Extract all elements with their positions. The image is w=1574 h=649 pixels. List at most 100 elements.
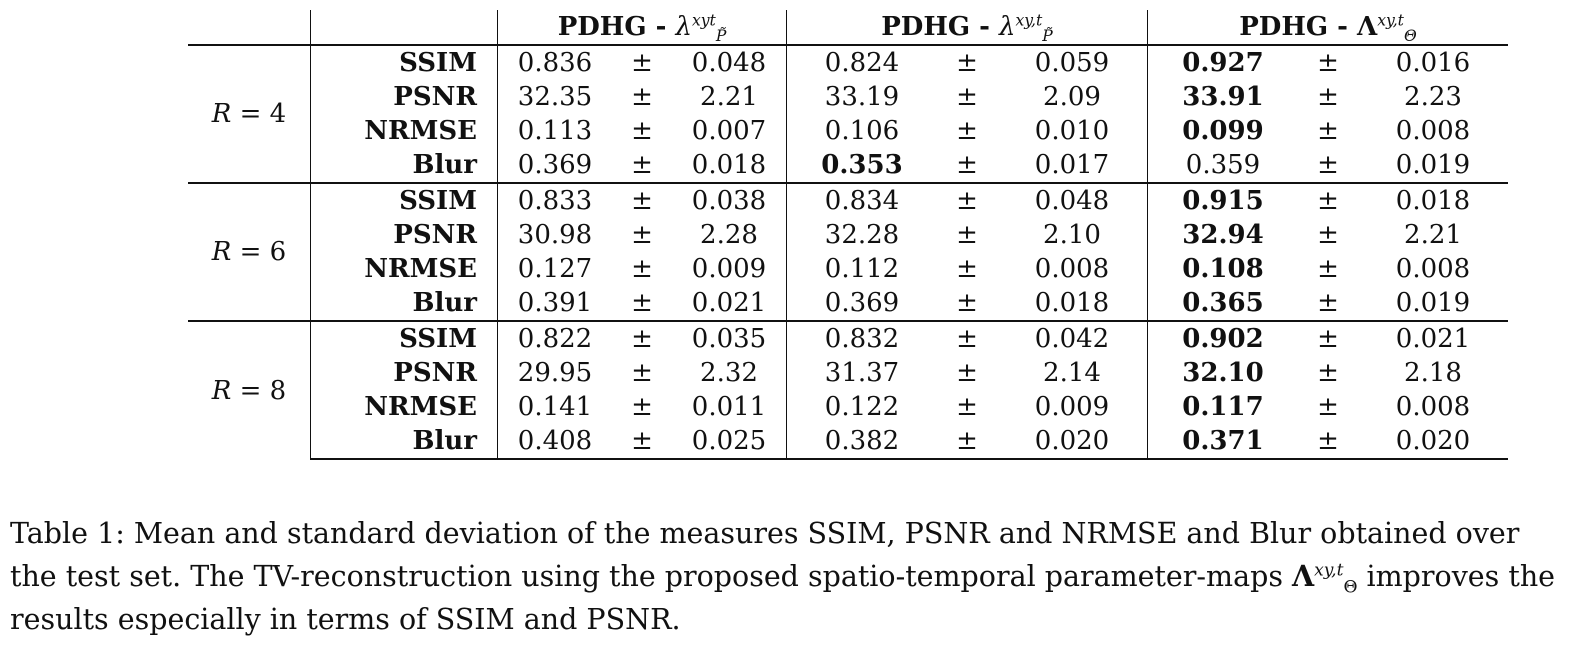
std-value: 0.018 <box>1034 288 1110 318</box>
std-value: 0.048 <box>997 182 1148 218</box>
table-row: PSNR 29.95 ±2.32 31.37 ±2.14 32.10 ±2.18 <box>188 356 1508 390</box>
table-row: NRMSE 0.113 ±0.007 0.106 ±0.010 0.099 ±0.008 <box>188 114 1508 148</box>
std-value: 2.09 <box>1043 82 1101 112</box>
mean-value: 0.391 <box>497 286 612 321</box>
mean-value: 0.359 <box>1147 148 1298 183</box>
mean-value: 0.108 <box>1147 252 1298 286</box>
table-row: NRMSE 0.141 ±0.011 0.122 ±0.009 0.117 ±0.008 <box>188 390 1508 424</box>
std-value: 0.018 <box>1358 182 1508 218</box>
mean-value: 0.127 <box>497 252 612 286</box>
plus-minus-sign: ± <box>1317 82 1339 112</box>
column-header-sub: P̃ <box>1042 27 1053 46</box>
std-value: 0.019 <box>1395 150 1471 180</box>
column-header-2: PDHG - λxy,tP̃ <box>786 10 1148 46</box>
column-header-method: PDHG - <box>557 12 676 42</box>
std-value: 0.009 <box>1034 392 1110 422</box>
column-header-sub: Θ <box>1403 27 1417 46</box>
mean-value: 0.836 <box>497 44 612 80</box>
plus-minus-sign: ± <box>1317 150 1339 180</box>
column-header-sup: xyt <box>691 11 716 30</box>
plus-minus-sign: ± <box>631 220 653 250</box>
std-value: 0.048 <box>672 44 787 80</box>
std-value: 0.017 <box>1034 150 1110 180</box>
std-value: 2.10 <box>1043 220 1101 250</box>
table-caption: Table 1: Mean and standard deviation of … <box>10 512 1566 641</box>
plus-minus-sign: ± <box>1298 182 1358 218</box>
group-label-value: 6 <box>269 237 287 267</box>
caption-text-part2: improves the results especially in terms… <box>10 560 1556 636</box>
table-body: R = 4 SSIM 0.836 ±0.048 0.824 ±0.059 0.927 ±0.0… <box>188 44 1508 460</box>
table-row: NRMSE 0.127 ±0.009 0.112 ±0.008 0.108 ±0.008 <box>188 252 1508 286</box>
table-row: PSNR 32.35 ±2.21 33.19 ±2.09 33.91 ±2.23 <box>188 80 1508 114</box>
std-value: 0.038 <box>672 182 787 218</box>
caption-symbol-sub: Θ <box>1343 577 1358 598</box>
group-label-equals: = <box>231 375 270 406</box>
std-value: 2.21 <box>1404 220 1462 250</box>
std-value: 0.019 <box>1395 288 1471 318</box>
mean-value: 32.94 <box>1147 218 1298 252</box>
mean-value: 0.382 <box>786 424 937 460</box>
caption-symbol-sup: xy,t <box>1314 560 1344 581</box>
group-label-equals: = <box>231 237 270 267</box>
header-empty-metric <box>310 10 498 45</box>
plus-minus-sign: ± <box>1298 424 1358 460</box>
mean-value: 0.408 <box>497 424 612 460</box>
metric-label: NRMSE <box>310 114 498 148</box>
metric-label: PSNR <box>310 356 498 390</box>
mean-value: 0.365 <box>1147 286 1298 321</box>
caption-text-part1: Table 1: Mean and standard deviation of … <box>10 517 1520 593</box>
mean-value: 0.106 <box>786 114 937 148</box>
std-value: 0.042 <box>997 320 1148 356</box>
std-value: 0.020 <box>997 424 1148 460</box>
plus-minus-sign: ± <box>956 288 978 318</box>
std-value: 0.035 <box>672 320 787 356</box>
metric-label: PSNR <box>310 80 498 114</box>
std-value: 2.32 <box>700 358 758 388</box>
plus-minus-sign: ± <box>956 220 978 250</box>
column-header-method: PDHG - <box>881 12 999 42</box>
metric-label: SSIM <box>310 320 498 356</box>
std-value: 0.016 <box>1358 44 1508 80</box>
std-value: 0.025 <box>672 424 787 460</box>
std-value: 0.018 <box>691 150 767 180</box>
mean-value: 0.371 <box>1147 424 1298 460</box>
mean-value: 0.927 <box>1147 44 1298 80</box>
std-value: 2.21 <box>700 82 758 112</box>
plus-minus-sign: ± <box>1317 288 1339 318</box>
std-value: 0.007 <box>691 116 767 146</box>
mean-value: 29.95 <box>497 356 612 390</box>
mean-value: 0.915 <box>1147 182 1298 218</box>
plus-minus-sign: ± <box>631 358 653 388</box>
std-value: 0.011 <box>691 392 767 422</box>
table-row: Blur 0.369 ±0.018 0.353 ±0.017 0.359 ±0.019 <box>188 148 1508 183</box>
mean-value: 0.902 <box>1147 320 1298 356</box>
std-value: 0.008 <box>1395 254 1471 284</box>
std-value: 0.009 <box>691 254 767 284</box>
caption-symbol: Λ <box>1292 559 1315 593</box>
table-row: Blur 0.408 ±0.025 0.382 ±0.020 0.371 ±0.020 <box>188 424 1508 460</box>
group-label-value: 8 <box>269 375 287 406</box>
group-label-variable: R <box>211 99 232 129</box>
plus-minus-sign: ± <box>956 392 978 422</box>
metric-label: Blur <box>310 424 498 460</box>
results-table: PDHG - λxytP̃ PDHG - λxy,tP̃ PDHG - Λxy,… <box>188 10 1508 460</box>
group-label: R = 8 <box>188 320 311 459</box>
mean-value: 0.369 <box>786 286 937 321</box>
std-value: 2.28 <box>700 220 758 250</box>
plus-minus-sign: ± <box>956 82 978 112</box>
group-label: R = 6 <box>188 182 311 321</box>
metric-label: Blur <box>310 286 498 321</box>
plus-minus-sign: ± <box>956 358 978 388</box>
plus-minus-sign: ± <box>1317 358 1339 388</box>
group-label-equals: = <box>231 99 270 129</box>
plus-minus-sign: ± <box>956 116 978 146</box>
table-row: R = 8 SSIM 0.822 ±0.035 0.832 ±0.042 0.902 ±0.0… <box>188 320 1508 459</box>
mean-value: 0.099 <box>1147 114 1298 148</box>
std-value: 2.23 <box>1404 82 1462 112</box>
plus-minus-sign: ± <box>631 150 653 180</box>
group-label-variable: R <box>211 237 232 267</box>
group-label: R = 4 <box>188 44 311 183</box>
plus-minus-sign: ± <box>631 288 653 318</box>
mean-value: 33.91 <box>1147 80 1298 114</box>
std-value: 0.008 <box>1395 116 1471 146</box>
